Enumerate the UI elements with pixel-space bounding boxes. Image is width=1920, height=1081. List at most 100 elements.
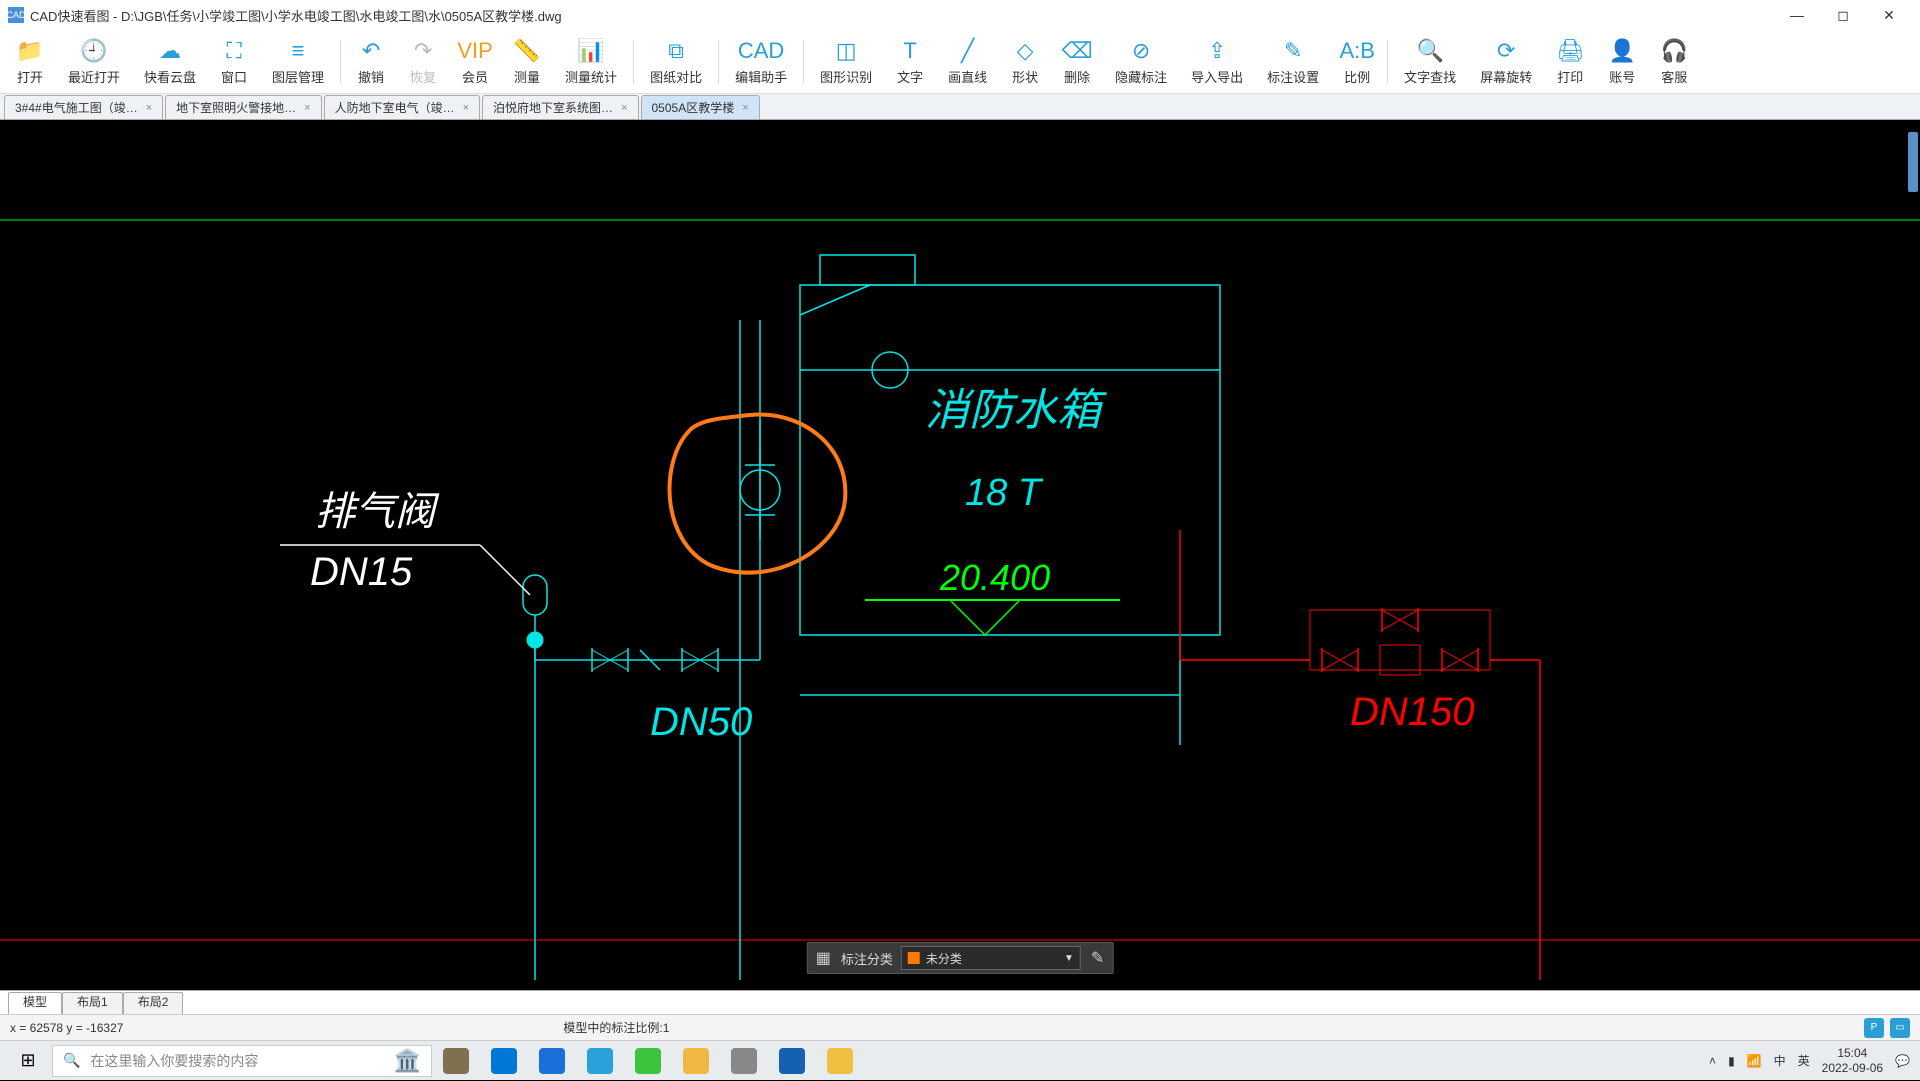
tray-chevron-icon[interactable]: ˄	[1703, 1054, 1722, 1068]
layout-tab-2[interactable]: 布局2	[123, 992, 184, 1014]
cloud-label: 快看云盘	[144, 67, 196, 86]
print-icon: 🖨	[1556, 37, 1584, 65]
text-icon: T	[896, 37, 924, 65]
layout-tabs: 模型布局1布局2	[0, 990, 1920, 1014]
cloud-button[interactable]: ☁快看云盘	[132, 33, 208, 90]
start-button[interactable]: ⊞	[4, 1041, 52, 1081]
print-button[interactable]: 🖨打印	[1544, 33, 1596, 90]
ime-indicator-1[interactable]: 中	[1768, 1052, 1792, 1069]
delete-icon: ⌫	[1063, 37, 1091, 65]
file-tab-0[interactable]: 3#4#电气施工图（竣…×	[4, 95, 163, 119]
scale-icon: A:B	[1343, 37, 1371, 65]
vip-button[interactable]: VIP会员	[449, 33, 501, 90]
taskbar-search[interactable]: 🔍 在这里输入你要搜索的内容 🏛️	[52, 1045, 432, 1077]
battery-icon[interactable]: ▮	[1722, 1054, 1741, 1068]
taskbar-app-7[interactable]	[768, 1041, 816, 1081]
open-button[interactable]: 📁打开	[4, 33, 56, 90]
taskbar-app-1[interactable]	[480, 1041, 528, 1081]
file-tab-3[interactable]: 泊悦府地下室系统图…×	[482, 95, 638, 119]
support-button[interactable]: 🎧客服	[1648, 33, 1700, 90]
redo-label: 恢复	[410, 67, 436, 86]
recognize-label: 图形识别	[820, 67, 872, 86]
undo-label: 撤销	[358, 67, 384, 86]
edit-icon[interactable]: ✎	[1091, 948, 1104, 968]
anno-category-dropdown[interactable]: 未分类 ▼	[901, 946, 1081, 970]
hide-anno-icon: ⊘	[1127, 37, 1155, 65]
import-export-button[interactable]: ⇪导入导出	[1179, 33, 1255, 90]
search-decoration-icon: 🏛️	[394, 1048, 421, 1074]
file-tab-1[interactable]: 地下室照明火警接地…×	[165, 95, 321, 119]
notifications-icon[interactable]: 💬	[1889, 1054, 1916, 1068]
tab-close-icon[interactable]: ×	[742, 102, 748, 114]
hide-anno-label: 隐藏标注	[1115, 67, 1167, 86]
line-label: 画直线	[948, 67, 987, 86]
taskbar-app-0[interactable]	[432, 1041, 480, 1081]
system-tray[interactable]: ˄ ▮ 📶 中 英 15:04 2022-09-06 💬	[1703, 1046, 1916, 1075]
svg-text:排气阀: 排气阀	[315, 490, 440, 534]
compare-button[interactable]: ⧉图纸对比	[638, 33, 714, 90]
vertical-scrollbar[interactable]	[1908, 132, 1918, 192]
tab-close-icon[interactable]: ×	[304, 102, 310, 114]
taskbar-app-5[interactable]	[672, 1041, 720, 1081]
status-icon-1[interactable]: P	[1864, 1018, 1884, 1038]
svg-text:20.400: 20.400	[939, 557, 1050, 598]
hide-anno-button[interactable]: ⊘ 隐藏标注	[1103, 33, 1179, 90]
layout-tab-0[interactable]: 模型	[8, 992, 62, 1014]
anno-category-label: 标注分类	[841, 949, 893, 968]
ime-indicator-2[interactable]: 英	[1792, 1052, 1816, 1069]
svg-text:DN150: DN150	[1350, 690, 1475, 734]
file-tab-4[interactable]: 0505A区教学楼×	[641, 95, 760, 119]
line-button[interactable]: ╱画直线	[936, 33, 999, 90]
measure-stats-button[interactable]: 📊测量统计	[553, 33, 629, 90]
scale-button[interactable]: A:B 比例	[1331, 33, 1383, 90]
clock[interactable]: 15:04 2022-09-06	[1816, 1046, 1889, 1075]
window-button[interactable]: ⛶ 窗口	[208, 33, 260, 90]
scale-label: 比例	[1344, 67, 1370, 86]
find-text-button[interactable]: 🔍文字查找	[1392, 33, 1468, 90]
tab-close-icon[interactable]: ×	[146, 102, 152, 114]
taskbar-app-2[interactable]	[528, 1041, 576, 1081]
file-tab-2[interactable]: 人防地下室电气（竣…×	[324, 95, 480, 119]
minimize-button[interactable]: —	[1774, 0, 1820, 30]
measure-button[interactable]: 📏测量	[501, 33, 553, 90]
search-placeholder: 在这里输入你要搜索的内容	[90, 1051, 258, 1071]
recent-button[interactable]: 🕘最近打开	[56, 33, 132, 90]
edit-assist-button[interactable]: CAD编辑助手	[723, 33, 799, 90]
coords-readout: x = 62578 y = -16327	[10, 1021, 123, 1035]
status-icon-2[interactable]: ▭	[1890, 1018, 1910, 1038]
recognize-icon: ◫	[832, 37, 860, 65]
window-label: 窗口	[221, 67, 247, 86]
recent-label: 最近打开	[68, 67, 120, 86]
drawing-canvas[interactable]: 消防水箱18 T20.400DN50排气阀DN15DN150 ▦ 标注分类 未分…	[0, 120, 1920, 990]
svg-text:DN50: DN50	[650, 700, 752, 744]
edit-assist-label: 编辑助手	[735, 67, 787, 86]
undo-button[interactable]: ↶撤销	[345, 33, 397, 90]
delete-button[interactable]: ⌫删除	[1051, 33, 1103, 90]
layout-tab-1[interactable]: 布局1	[62, 992, 123, 1014]
redo-button[interactable]: ↷恢复	[397, 33, 449, 90]
taskbar-app-8[interactable]	[816, 1041, 864, 1081]
maximize-button[interactable]: ◻	[1820, 0, 1866, 30]
wifi-icon[interactable]: 📶	[1741, 1054, 1768, 1068]
layers-button[interactable]: ≡图层管理	[260, 33, 336, 90]
annotation-panel: ▦ 标注分类 未分类 ▼ ✎	[807, 942, 1114, 974]
toolbar: 📁打开🕘最近打开☁快看云盘 ⛶ 窗口 ≡图层管理↶撤销↷恢复VIP会员📏测量📊测量统计…	[0, 30, 1920, 94]
window-icon: ⛶	[220, 37, 248, 65]
taskbar-app-3[interactable]	[576, 1041, 624, 1081]
text-button[interactable]: T文字	[884, 33, 936, 90]
shape-button[interactable]: ◇形状	[999, 33, 1051, 90]
taskbar-app-6[interactable]	[720, 1041, 768, 1081]
chevron-down-icon: ▼	[1064, 953, 1074, 964]
recognize-button[interactable]: ◫ 图形识别	[808, 33, 884, 90]
tab-close-icon[interactable]: ×	[463, 102, 469, 114]
svg-text:消防水箱: 消防水箱	[925, 386, 1107, 435]
anno-settings-button[interactable]: ✎标注设置	[1255, 33, 1331, 90]
tab-close-icon[interactable]: ×	[621, 102, 627, 114]
grid-icon[interactable]: ▦	[816, 948, 831, 968]
rotate-button[interactable]: ⟳屏幕旋转	[1468, 33, 1544, 90]
window-title: CAD快速看图 - D:\JGB\任务\小学竣工图\小学水电竣工图\水电竣工图\…	[30, 6, 562, 25]
close-button[interactable]: ✕	[1866, 0, 1912, 30]
account-button[interactable]: 👤账号	[1596, 33, 1648, 90]
shape-icon: ◇	[1011, 37, 1039, 65]
taskbar-app-4[interactable]	[624, 1041, 672, 1081]
